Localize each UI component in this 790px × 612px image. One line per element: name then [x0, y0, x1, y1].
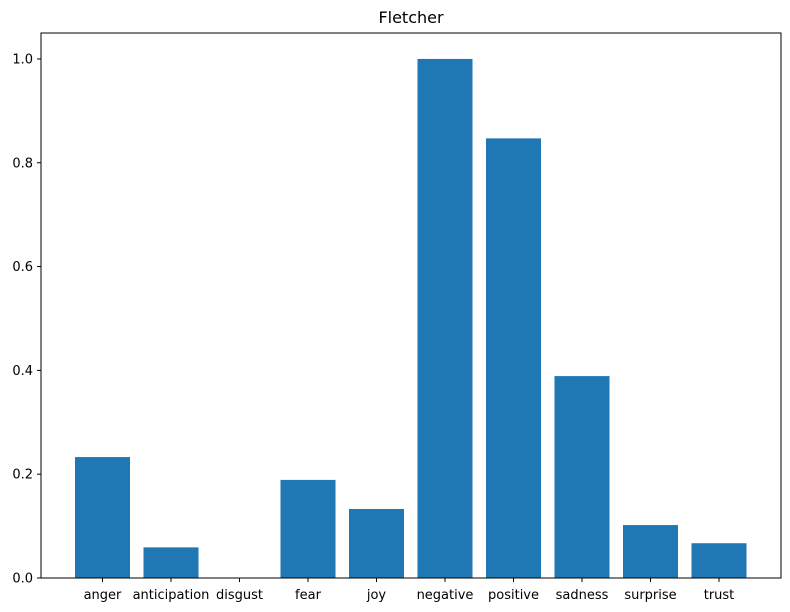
- x-tick-label-anger: anger: [84, 588, 122, 603]
- bar-anticipation: [143, 547, 199, 578]
- x-tick-label-anticipation: anticipation: [133, 588, 210, 603]
- bar-negative: [417, 58, 473, 578]
- bar-trust: [691, 543, 747, 578]
- x-tick-label-surprise: surprise: [624, 588, 676, 603]
- y-axis-ticks: 0.0 0.2 0.4 0.6 0.8 1.0: [12, 52, 41, 587]
- bar-surprise: [623, 525, 678, 578]
- y-tick-label-0.0: 0.0: [12, 572, 33, 587]
- y-tick-label-0.6: 0.6: [12, 260, 33, 275]
- plot-frame: [40, 32, 782, 579]
- y-tick-label-1.0: 1.0: [12, 52, 33, 67]
- bar-sadness: [554, 376, 610, 578]
- x-tick-label-positive: positive: [488, 588, 539, 603]
- x-tick-label-trust: trust: [704, 588, 735, 603]
- x-axis-ticks: anger anticipation disgust fear joy negative p…: [84, 578, 735, 603]
- bar-fear: [280, 479, 336, 578]
- x-tick-label-disgust: disgust: [216, 588, 263, 603]
- y-tick-label-0.4: 0.4: [12, 364, 33, 379]
- bar-joy: [349, 508, 404, 578]
- x-tick-label-negative: negative: [417, 588, 474, 603]
- y-tick-label-0.8: 0.8: [12, 156, 33, 171]
- y-tick-label-0.2: 0.2: [12, 468, 33, 483]
- chart-title: Fletcher: [378, 8, 444, 27]
- bar-anger: [75, 457, 130, 578]
- x-tick-label-sadness: sadness: [556, 588, 609, 603]
- bars-group: [75, 58, 747, 578]
- bar-positive: [486, 138, 541, 578]
- x-tick-label-fear: fear: [295, 588, 322, 603]
- x-tick-label-joy: joy: [366, 588, 387, 603]
